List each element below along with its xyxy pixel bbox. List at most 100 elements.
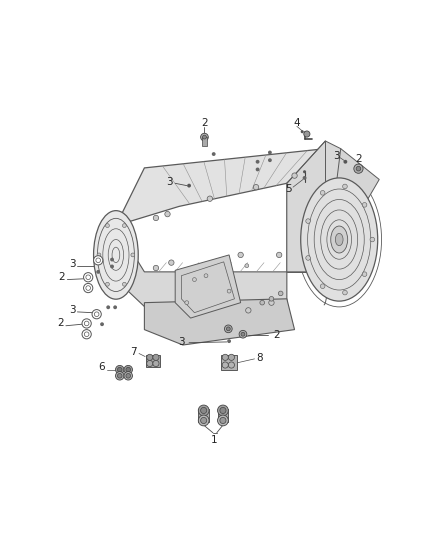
Text: 2: 2 [57, 318, 64, 328]
Circle shape [269, 296, 274, 301]
Circle shape [131, 253, 135, 257]
Circle shape [220, 407, 226, 414]
Circle shape [201, 407, 207, 414]
Circle shape [185, 301, 189, 304]
Circle shape [239, 330, 247, 338]
Text: 7: 7 [130, 347, 137, 357]
Text: 2: 2 [59, 272, 65, 282]
Circle shape [320, 284, 325, 288]
Circle shape [354, 164, 363, 173]
Circle shape [92, 310, 101, 319]
Circle shape [97, 253, 101, 257]
Circle shape [169, 260, 174, 265]
Circle shape [370, 237, 374, 242]
Circle shape [124, 366, 132, 374]
Circle shape [123, 224, 126, 228]
Polygon shape [287, 149, 379, 272]
Circle shape [362, 203, 367, 207]
Circle shape [224, 325, 232, 333]
Circle shape [124, 372, 132, 380]
Text: 3: 3 [178, 337, 184, 347]
Circle shape [193, 278, 196, 281]
Circle shape [82, 329, 91, 339]
Circle shape [303, 170, 306, 173]
Circle shape [84, 284, 93, 293]
Circle shape [106, 305, 110, 309]
Circle shape [113, 305, 117, 309]
Ellipse shape [94, 211, 138, 299]
Circle shape [343, 160, 347, 164]
Polygon shape [146, 355, 160, 367]
Circle shape [94, 256, 103, 265]
Circle shape [201, 417, 207, 424]
Circle shape [116, 372, 124, 380]
Circle shape [227, 339, 231, 343]
Circle shape [279, 291, 283, 296]
Text: 4: 4 [293, 118, 300, 128]
Circle shape [204, 274, 208, 278]
Circle shape [218, 415, 228, 426]
Circle shape [226, 327, 230, 331]
Polygon shape [287, 141, 341, 272]
Polygon shape [221, 355, 237, 370]
Circle shape [260, 301, 265, 305]
Text: 2: 2 [201, 118, 208, 128]
Circle shape [303, 176, 307, 180]
Circle shape [110, 264, 114, 269]
Circle shape [228, 354, 234, 360]
Circle shape [126, 374, 131, 378]
Circle shape [238, 252, 244, 257]
Text: 5: 5 [285, 184, 292, 195]
Text: 3: 3 [69, 259, 75, 269]
Text: 3: 3 [334, 151, 340, 160]
Circle shape [246, 308, 251, 313]
Circle shape [117, 374, 122, 378]
Circle shape [201, 133, 208, 141]
Polygon shape [202, 137, 207, 147]
Circle shape [245, 264, 249, 268]
Ellipse shape [331, 226, 348, 253]
Circle shape [126, 367, 131, 372]
Text: 1: 1 [210, 435, 217, 445]
Circle shape [222, 354, 228, 360]
Text: 2: 2 [355, 155, 362, 165]
Circle shape [202, 135, 206, 139]
Circle shape [147, 354, 153, 360]
Circle shape [100, 322, 104, 326]
Circle shape [256, 167, 259, 172]
Text: 8: 8 [256, 353, 262, 363]
Ellipse shape [301, 178, 378, 301]
Circle shape [220, 417, 226, 424]
Text: 6: 6 [99, 362, 106, 373]
Circle shape [153, 360, 159, 367]
Circle shape [222, 362, 228, 368]
Polygon shape [116, 149, 325, 225]
Circle shape [106, 282, 110, 286]
Circle shape [117, 367, 122, 372]
Ellipse shape [336, 233, 343, 246]
Circle shape [207, 196, 212, 201]
Polygon shape [145, 299, 294, 345]
Polygon shape [116, 225, 287, 337]
Circle shape [153, 354, 159, 360]
Circle shape [256, 160, 259, 164]
Circle shape [362, 272, 367, 277]
Circle shape [241, 332, 245, 336]
Text: 2: 2 [273, 330, 279, 340]
Circle shape [320, 190, 325, 195]
Circle shape [343, 290, 347, 295]
Text: 3: 3 [69, 304, 75, 314]
Circle shape [356, 166, 361, 171]
Circle shape [268, 158, 272, 162]
Circle shape [306, 219, 311, 223]
Circle shape [153, 215, 159, 221]
Text: 3: 3 [166, 177, 173, 187]
Circle shape [228, 362, 234, 368]
Circle shape [116, 366, 124, 374]
Circle shape [292, 173, 297, 179]
Circle shape [110, 257, 114, 262]
Circle shape [276, 252, 282, 257]
Circle shape [96, 270, 100, 274]
Circle shape [198, 405, 209, 416]
Circle shape [84, 273, 93, 282]
